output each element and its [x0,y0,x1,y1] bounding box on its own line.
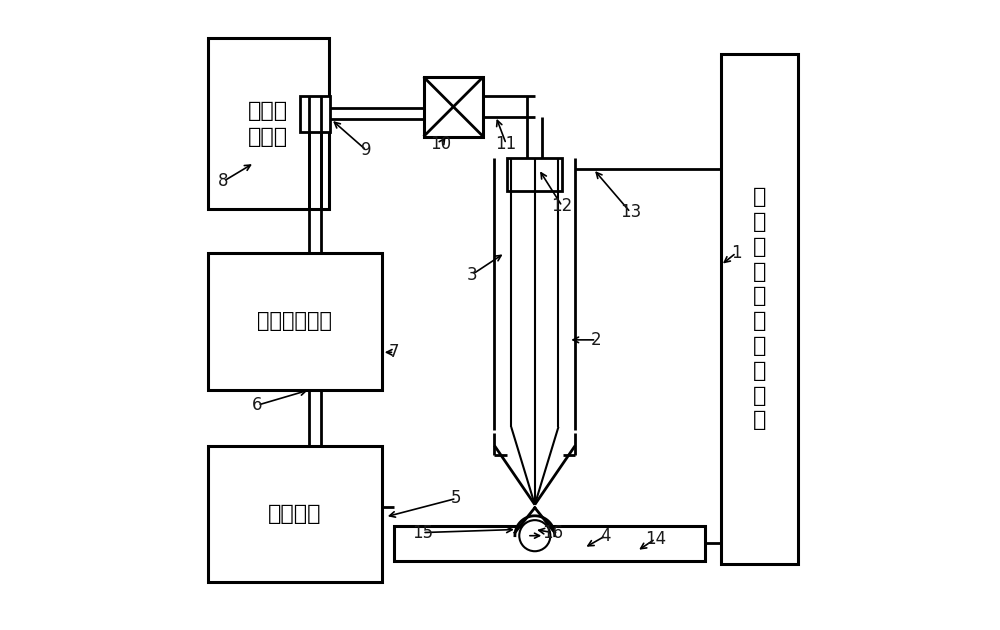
Text: 10: 10 [430,135,452,153]
Text: 11: 11 [496,135,517,153]
Text: 1: 1 [731,244,742,262]
Text: 2: 2 [591,331,602,349]
Text: 9: 9 [361,141,372,159]
Text: 压力释放装置: 压力释放装置 [257,311,332,331]
Bar [721,54,798,564]
Bar [208,38,329,209]
Text: 6: 6 [252,396,263,414]
Text: 16: 16 [542,524,563,542]
Bar [300,96,330,132]
Text: 抽气装置: 抽气装置 [268,504,322,524]
Text: 8: 8 [218,173,229,190]
Bar [208,445,382,582]
Bar [208,253,382,389]
Text: 3: 3 [467,266,477,284]
Text: 4: 4 [600,527,611,545]
Bar [394,527,705,561]
Circle shape [519,520,550,551]
Text: 14: 14 [645,530,666,548]
Text: 5: 5 [451,490,462,507]
Bar [507,158,562,191]
Text: 15: 15 [412,524,433,542]
Bar [424,77,483,137]
Text: 焊
接
电
源
及
其
控
制
系
统: 焊 接 电 源 及 其 控 制 系 统 [753,187,766,430]
Text: 压强显
示装置: 压强显 示装置 [248,101,288,147]
Text: 13: 13 [620,203,641,221]
Text: 12: 12 [552,197,573,215]
Text: 7: 7 [389,343,400,361]
